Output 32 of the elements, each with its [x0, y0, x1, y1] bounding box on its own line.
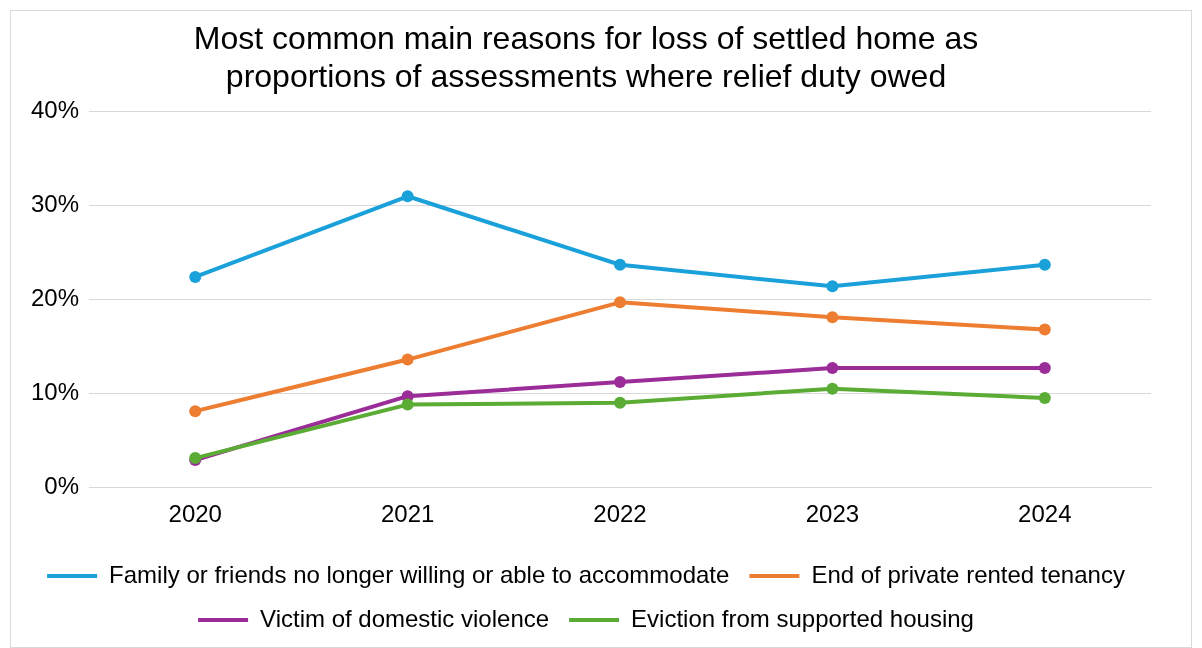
point [614, 258, 627, 271]
legend-label: End of private rented tenancy [811, 560, 1125, 588]
x-tick-label: 2024 [1018, 500, 1072, 528]
point [401, 353, 414, 366]
point [1038, 392, 1051, 405]
point [614, 296, 627, 309]
legend-label: Eviction from supported housing [631, 604, 974, 632]
point [614, 396, 627, 409]
point [189, 405, 202, 418]
point [614, 376, 627, 389]
point [189, 270, 202, 283]
point [1038, 362, 1051, 375]
y-tick-label: 30% [30, 190, 80, 218]
x-tick-label: 2020 [168, 500, 222, 528]
y-tick-label: 20% [30, 284, 80, 312]
point [826, 280, 839, 293]
y-tick-label: 0% [44, 471, 80, 499]
y-tick-label: 10% [30, 377, 80, 405]
point [401, 190, 414, 203]
x-tick-label: 2021 [380, 500, 435, 528]
point [826, 311, 839, 324]
legend-label: Victim of domestic violence [260, 604, 550, 632]
point [826, 382, 839, 395]
x-tick-label: 2022 [593, 500, 647, 528]
x-tick-label: 2023 [805, 500, 860, 528]
point [826, 362, 839, 375]
legend-label: Family or friends no longer willing or able to accommodate [109, 560, 730, 588]
point [1038, 323, 1051, 336]
point [401, 398, 414, 411]
chart-title: Most common main reasons for loss of settled home as proportions of assessments where relief duty owed [193, 20, 979, 95]
point [1038, 258, 1051, 271]
y-tick-label: 40% [30, 96, 80, 124]
